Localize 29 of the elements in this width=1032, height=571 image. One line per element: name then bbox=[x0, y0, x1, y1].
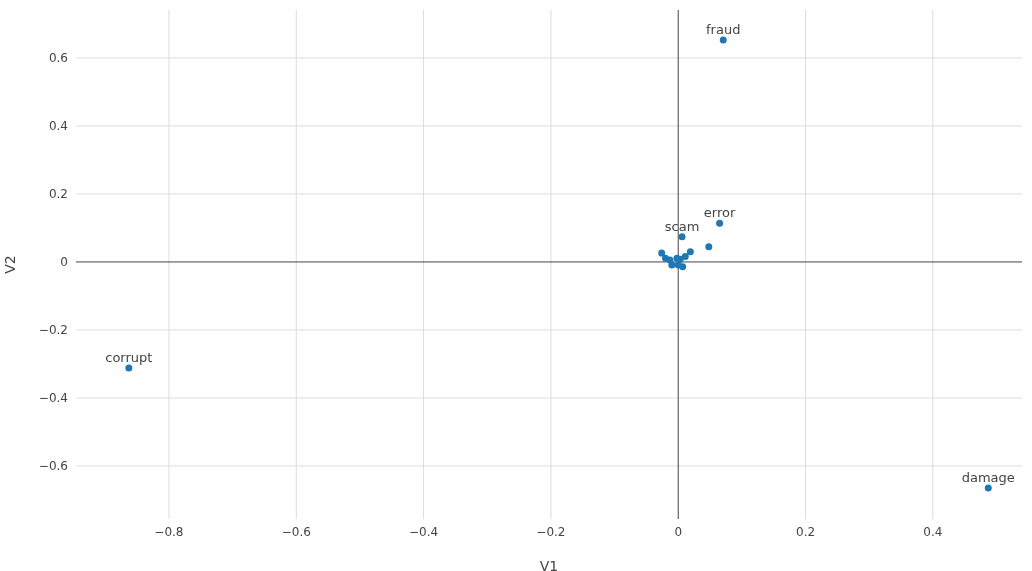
y-tick-label: −0.2 bbox=[38, 323, 68, 338]
point bbox=[705, 243, 713, 251]
point bbox=[666, 256, 674, 264]
x-tick-label: −0.4 bbox=[409, 524, 439, 539]
x-tick-label: 0.4 bbox=[923, 524, 943, 539]
y-tick-label: −0.6 bbox=[38, 459, 68, 474]
y-tick-label: 0.6 bbox=[48, 51, 68, 66]
point bbox=[681, 253, 689, 261]
point bbox=[716, 219, 724, 227]
point bbox=[678, 233, 686, 241]
y-tick-label: 0.2 bbox=[48, 187, 68, 202]
point bbox=[686, 248, 694, 256]
y-tick-label: 0 bbox=[60, 255, 68, 270]
x-tick-label: −0.2 bbox=[536, 524, 566, 539]
y-axis-title: V2 bbox=[1, 255, 18, 274]
point bbox=[719, 36, 727, 44]
y-tick-label: 0.4 bbox=[48, 119, 68, 134]
point bbox=[674, 261, 682, 269]
x-tick-label: 0 bbox=[674, 524, 683, 539]
x-tick-label: −0.6 bbox=[281, 524, 311, 539]
point bbox=[658, 249, 666, 257]
annotation: fraud bbox=[706, 21, 741, 37]
annotation: damage bbox=[961, 470, 1015, 486]
y-tick-label: −0.4 bbox=[38, 391, 68, 406]
annotation: corrupt bbox=[105, 350, 153, 366]
annotation: error bbox=[703, 205, 736, 221]
x-axis-title: V1 bbox=[539, 558, 559, 571]
x-tick-label: −0.8 bbox=[154, 524, 184, 539]
x-tick-label: 0.2 bbox=[796, 524, 816, 539]
